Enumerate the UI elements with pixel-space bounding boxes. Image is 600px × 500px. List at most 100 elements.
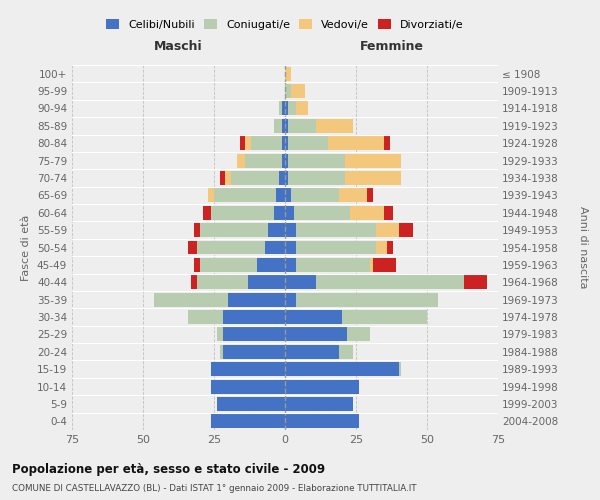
Bar: [211, 362, 285, 376]
Bar: [288, 171, 344, 185]
Bar: [342, 310, 427, 324]
Bar: [398, 362, 401, 376]
Bar: [154, 292, 228, 306]
Bar: [277, 188, 285, 202]
Bar: [194, 258, 200, 272]
Bar: [373, 258, 396, 272]
Y-axis label: Fasce di età: Fasce di età: [22, 214, 31, 280]
Bar: [285, 136, 288, 150]
Bar: [285, 171, 288, 185]
Legend: Celibi/Nubili, Coniugati/e, Vedovi/e, Divorziati/e: Celibi/Nubili, Coniugati/e, Vedovi/e, Di…: [106, 20, 464, 30]
Bar: [344, 171, 401, 185]
Bar: [251, 136, 282, 150]
Bar: [288, 136, 328, 150]
Bar: [285, 380, 359, 394]
Bar: [188, 240, 197, 254]
Bar: [203, 206, 211, 220]
Bar: [285, 66, 290, 80]
Bar: [339, 188, 367, 202]
Bar: [376, 223, 398, 237]
Bar: [464, 276, 487, 289]
Bar: [211, 380, 285, 394]
Bar: [288, 154, 344, 168]
Bar: [285, 276, 316, 289]
Bar: [367, 188, 373, 202]
Bar: [214, 188, 277, 202]
Bar: [296, 223, 376, 237]
Bar: [200, 223, 268, 237]
Bar: [223, 310, 285, 324]
Bar: [191, 276, 197, 289]
Bar: [282, 154, 285, 168]
Bar: [344, 154, 401, 168]
Bar: [285, 119, 288, 133]
Bar: [285, 102, 288, 116]
Bar: [265, 240, 285, 254]
Bar: [223, 345, 285, 358]
Bar: [280, 102, 282, 116]
Bar: [237, 154, 245, 168]
Bar: [282, 136, 285, 150]
Bar: [188, 310, 223, 324]
Text: Femmine: Femmine: [359, 40, 424, 53]
Bar: [282, 102, 285, 116]
Bar: [339, 345, 353, 358]
Bar: [285, 292, 296, 306]
Bar: [211, 414, 285, 428]
Bar: [274, 206, 285, 220]
Bar: [316, 119, 353, 133]
Bar: [290, 84, 305, 98]
Bar: [211, 206, 274, 220]
Bar: [296, 292, 439, 306]
Bar: [257, 258, 285, 272]
Bar: [350, 206, 385, 220]
Bar: [217, 397, 285, 411]
Bar: [285, 328, 347, 342]
Bar: [328, 136, 385, 150]
Bar: [288, 102, 296, 116]
Bar: [239, 136, 245, 150]
Bar: [285, 414, 359, 428]
Bar: [285, 310, 342, 324]
Bar: [268, 223, 285, 237]
Bar: [285, 223, 296, 237]
Bar: [285, 240, 296, 254]
Bar: [274, 119, 282, 133]
Bar: [220, 345, 223, 358]
Bar: [385, 206, 393, 220]
Bar: [296, 102, 308, 116]
Bar: [385, 136, 390, 150]
Text: Maschi: Maschi: [154, 40, 203, 53]
Bar: [285, 84, 290, 98]
Bar: [231, 171, 280, 185]
Bar: [220, 171, 226, 185]
Bar: [376, 240, 387, 254]
Bar: [370, 258, 373, 272]
Bar: [387, 240, 393, 254]
Bar: [200, 258, 257, 272]
Bar: [290, 188, 339, 202]
Bar: [248, 276, 285, 289]
Bar: [217, 328, 223, 342]
Bar: [194, 223, 200, 237]
Bar: [223, 328, 285, 342]
Bar: [285, 258, 296, 272]
Bar: [197, 276, 248, 289]
Bar: [288, 119, 316, 133]
Bar: [285, 397, 353, 411]
Bar: [398, 223, 413, 237]
Bar: [282, 119, 285, 133]
Bar: [316, 276, 464, 289]
Bar: [228, 292, 285, 306]
Bar: [245, 154, 282, 168]
Text: Popolazione per età, sesso e stato civile - 2009: Popolazione per età, sesso e stato civil…: [12, 462, 325, 475]
Bar: [280, 171, 285, 185]
Bar: [285, 362, 398, 376]
Bar: [208, 188, 214, 202]
Bar: [293, 206, 350, 220]
Bar: [245, 136, 251, 150]
Y-axis label: Anni di nascita: Anni di nascita: [578, 206, 589, 289]
Text: COMUNE DI CASTELLAVAZZO (BL) - Dati ISTAT 1° gennaio 2009 - Elaborazione TUTTITA: COMUNE DI CASTELLAVAZZO (BL) - Dati ISTA…: [12, 484, 416, 493]
Bar: [197, 240, 265, 254]
Bar: [285, 188, 290, 202]
